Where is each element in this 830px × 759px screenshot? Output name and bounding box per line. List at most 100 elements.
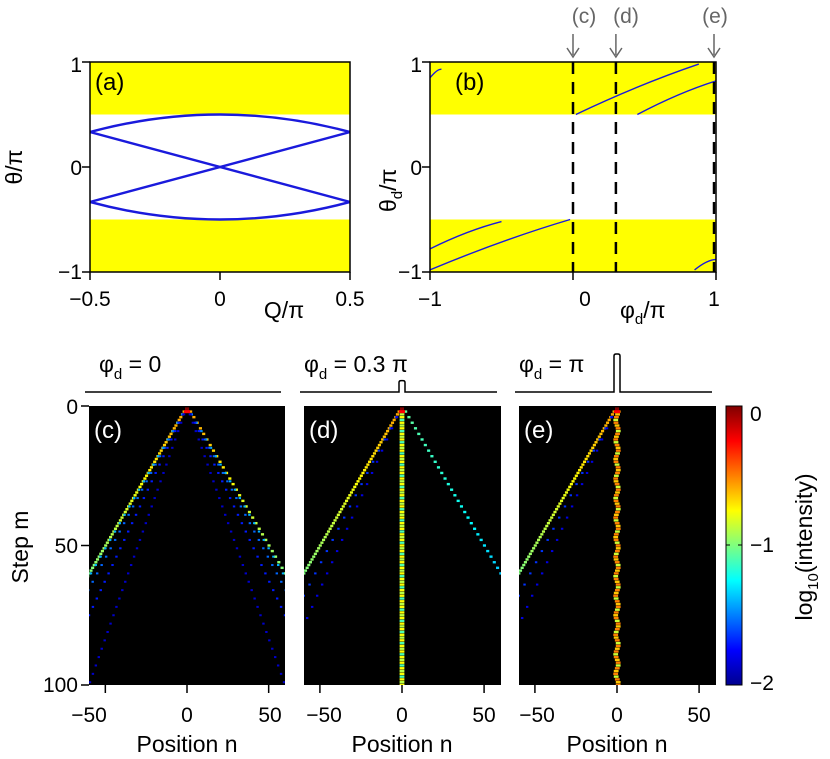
walk-c-fringe-l-78-4 [109,622,112,625]
walk-c-fringe-r-69-3 [275,597,279,600]
panel-a-curve-falling-line [90,130,350,204]
walk-e-left-edge-m47 [538,535,542,539]
walk-c-fringe-l-57-1 [94,564,97,567]
walk-e-fringe-8-2 [605,427,609,430]
walk-c-fringe-l-63-2 [91,580,94,583]
walk-c-fringe-l-45-1 [113,530,117,533]
walk-c-left-edge-m43 [115,524,119,528]
walk-d-right-edge-m56 [492,561,496,564]
walk-c-fringe-r-6-3 [193,421,197,424]
colorbar-label: log10(intensity) [791,473,822,620]
walk-d-defect-m19 [399,457,405,461]
walk-c-left-edge-m23 [148,468,152,472]
walk-c-fringe-l-66-2 [89,589,90,592]
walk-c-left-edge-m89 [40,653,43,655]
walk-e-defect-m29 [615,485,621,489]
walk-e-defect-m10 [615,432,620,436]
walk-d-defect-m88 [399,650,405,653]
walk-c-right-edge-m36 [244,505,248,508]
walk-c-right-edge-m54 [274,555,278,558]
walk-d-defect-m68 [399,594,405,597]
walk-e-left-edge-m7 [604,424,608,427]
walk-d-left-edge-m70 [286,600,289,602]
walk-e-defect-m48 [613,538,619,542]
walk-e-fringe-68-1 [519,594,520,597]
walk-c-fringe-r-9-2 [199,430,202,433]
walk-c-fringe-l-60-4 [127,572,130,575]
walk-e-fringe-40-2 [565,516,569,519]
walk-c-left-edge-m83 [50,636,53,638]
walk-c-left-edge-m82 [52,634,55,636]
walk-e-left-edge-m12 [596,438,600,441]
walk-c-fringe-l-69-1 [75,598,77,600]
walk-d-right-edge-m40 [466,516,470,519]
walk-e-defect-m28 [614,482,620,486]
walk-c-right-edge-m14 [208,443,212,447]
walk-e-defect-m81 [613,630,619,634]
walk-d-defect-m84 [399,639,405,642]
walk-d-defect-m90 [399,655,405,659]
walk-c-left-edge-m47 [109,535,113,539]
walk-c-left-edge-m84 [49,639,52,641]
walk-c-fringe-r-33-2 [235,497,238,500]
walk-e-left-edge-m36 [556,505,560,508]
walk-c-fringe-l-51-1 [104,547,107,550]
walk-e-defect-m31 [615,491,620,494]
walk-c-fringe-r-84-3 [296,639,298,641]
walk-e-fringe-32-2 [575,494,579,497]
walk-d-fringe-32-2 [360,494,364,497]
walk-c-right-edge-m68 [297,595,300,597]
walk-e-defect-m57 [615,563,621,567]
walk-c-fringe-r-30-1 [233,488,237,491]
walk-c-fringe-r-9-3 [197,430,200,433]
walk-e-left-edge-m16 [589,449,593,452]
walk-e-left-edge-m40 [550,516,554,519]
walk-d-defect-m25 [399,474,405,477]
walk-c-left-edge-m25 [144,474,149,477]
walk-e-defect-m32 [613,494,619,497]
walk-e-left-edge-m44 [543,527,547,530]
panel-b-ticks [422,61,717,280]
walk-c-fringe-r-87-3 [299,648,301,650]
panel-a-band-1 [90,219,350,272]
walk-c-fringe-r-48-3 [248,538,251,541]
walk-c-left-edge-m57 [92,563,96,567]
walk-e-defect-m14 [614,443,620,447]
panel-b: (b) 1 0 −1 −1 0 1 φd/π θd/π (c) (d) (e) [375,5,728,328]
walk-d-left-edge-m28 [354,482,358,486]
walk-c-left-edge-m16 [159,449,163,452]
walk-c-fringe-l-84-1 [51,639,53,641]
walk-d-left-edge-m42 [331,521,335,525]
walk-c-left-edge-m74 [65,611,68,613]
walk-e-defect-m25 [613,474,619,477]
walk-c-right-edge-m16 [211,449,216,452]
walk-c-fringe-r-60-2 [275,572,279,575]
walk-e-fringe-28-2 [580,483,584,486]
walk-d-left-edge-m20 [367,460,372,463]
walk-c-fringe-r-66-2 [284,589,285,592]
walk-c-fringe-r-57-1 [277,564,280,567]
walk-c-right-edge-m22 [221,466,225,469]
walk-d-right-edge-m20 [433,460,437,463]
walk-c-left-edge-m86 [45,645,48,647]
walk-c-fringe-l-60-2 [95,572,99,575]
walk-d-defect-m13 [399,441,405,444]
walk-d-defect-m82 [399,633,405,636]
walk-e-left-edge-m56 [523,561,527,564]
walk-e-left-edge-m49 [535,541,539,544]
walk-e-fringe-20-2 [590,460,594,463]
walk-c-left-edge-m13 [164,441,168,444]
walk-c-left-edge-m40 [120,516,124,519]
walk-c-right-edge-m44 [257,527,261,530]
walk-d-defect-m5 [399,418,405,422]
walk-c-fringe-r-66-1 [291,589,293,591]
walk-d-left-edge-m48 [322,538,326,542]
walk-d-defect-m48 [399,538,405,542]
walk-e-defect-m82 [613,633,619,636]
walk-c-fringe-r-39-4 [224,513,227,516]
walk-e-left-edge-m38 [553,510,557,514]
walk-c-fringe-r-24-3 [217,471,220,474]
walk-c-fringe-r-33-3 [228,497,232,500]
walk-e-left-edge-m70 [501,600,504,602]
walk-d-right-edge-m8 [413,427,418,430]
